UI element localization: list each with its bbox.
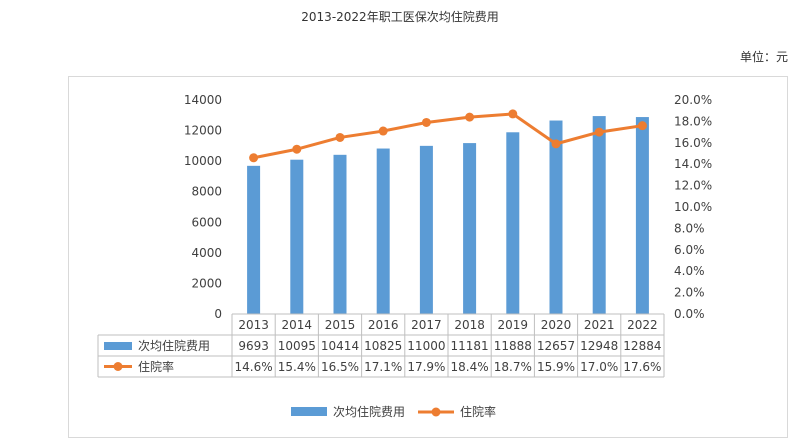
table-key-marker [113,362,123,371]
data-label-cost: 10825 [364,339,402,353]
y-left-tick-label: 4000 [191,246,222,260]
data-label-cost: 12884 [623,339,661,353]
data-label-rate: 17.9% [407,360,445,374]
data-label-cost: 11000 [407,339,445,353]
point-2015 [335,132,345,142]
category-label-2015: 2015 [325,318,356,332]
legend-marker-rate [431,407,441,417]
y-right-tick-label: 4.0% [674,264,705,278]
data-label-cost: 10095 [278,339,316,353]
bar-2013 [247,165,261,314]
bar-2015 [333,154,347,314]
y-left-tick-label: 6000 [191,215,222,229]
category-label-2019: 2019 [498,318,529,332]
bar-2019 [506,132,520,314]
y-left-tick-label: 0 [214,307,222,321]
legend-swatch-cost [291,407,327,416]
legend-label-cost: 次均住院费用 [333,405,405,419]
point-2013 [249,153,259,163]
y-left-tick-label: 12000 [184,124,222,138]
category-label-2022: 2022 [627,318,658,332]
y-left-tick-label: 2000 [191,276,222,290]
y-right-tick-label: 10.0% [674,200,712,214]
point-2014 [292,144,302,154]
y-right-tick-label: 12.0% [674,179,712,193]
line-series-rate [252,112,644,160]
y-right-tick-label: 6.0% [674,243,705,257]
data-label-rate: 15.4% [278,360,316,374]
data-label-rate: 17.6% [623,360,661,374]
data-label-cost: 10414 [321,339,359,353]
data-label-rate: 18.7% [494,360,532,374]
table-row-label-cost: 次均住院费用 [138,339,210,353]
category-label-2018: 2018 [454,318,485,332]
data-label-cost: 12948 [580,339,618,353]
data-label-rate: 17.0% [580,360,618,374]
point-2022 [637,121,647,131]
legend-label-rate: 住院率 [460,404,496,419]
y-right-tick-label: 14.0% [674,157,712,171]
bar-2021 [592,116,606,315]
y-left-tick-label: 8000 [191,185,222,199]
bar-2020 [549,120,563,314]
category-label-2014: 2014 [282,318,313,332]
y-left-tick-label: 10000 [184,154,222,168]
y-right-tick-label: 0.0% [674,307,705,321]
data-label-rate: 18.4% [451,360,489,374]
y-right-tick-label: 18.0% [674,114,712,128]
point-2021 [594,127,604,137]
data-label-cost: 9693 [238,339,269,353]
data-label-rate: 16.5% [321,360,359,374]
category-label-2021: 2021 [584,318,615,332]
bar-2018 [463,143,477,314]
data-label-rate: 15.9% [537,360,575,374]
chart-title: 2013-2022年职工医保次均住院费用 [301,10,499,24]
bar-2016 [376,148,390,314]
bar-2017 [419,145,433,314]
data-label-rate: 14.6% [235,360,273,374]
data-label-rate: 17.1% [364,360,402,374]
category-label-2020: 2020 [541,318,572,332]
category-label-2017: 2017 [411,318,442,332]
point-2018 [465,112,475,122]
data-label-cost: 12657 [537,339,575,353]
category-label-2013: 2013 [238,318,269,332]
point-2017 [421,117,431,127]
table-key-bar [104,342,132,350]
y-left-tick-label: 14000 [184,93,222,107]
y-right-tick-label: 20.0% [674,93,712,107]
y-right-tick-label: 8.0% [674,221,705,235]
unit-label: 单位：元 [739,50,788,64]
category-label-2016: 2016 [368,318,399,332]
y-right-tick-label: 16.0% [674,136,712,150]
point-2020 [551,139,561,149]
data-label-cost: 11181 [451,339,489,353]
bar-2022 [635,117,649,314]
point-2019 [508,109,518,119]
table-row-label-rate: 住院率 [138,359,174,374]
chart-frame [68,76,788,438]
data-label-cost: 11888 [494,339,532,353]
point-2016 [378,126,388,136]
bar-2014 [290,159,304,314]
y-right-tick-label: 2.0% [674,286,705,300]
